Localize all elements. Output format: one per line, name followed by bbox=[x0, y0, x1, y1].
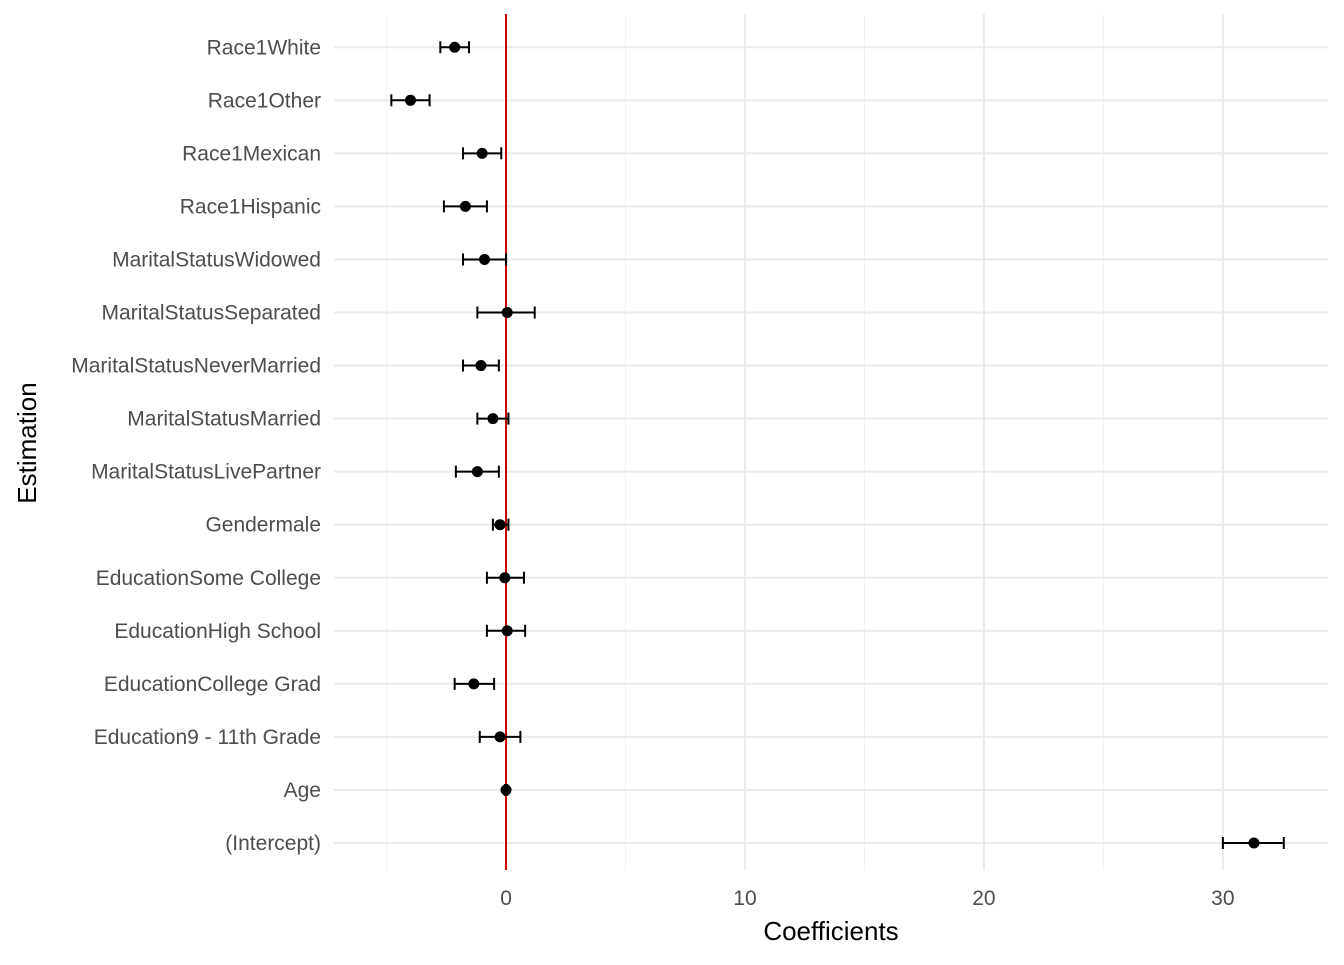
coefficient-row bbox=[462, 359, 500, 372]
x-tick-labels: 0 10 20 30 bbox=[500, 887, 1234, 910]
coefficient-row bbox=[485, 571, 525, 584]
grid-layer bbox=[334, 14, 1328, 870]
y-tick-label: MaritalStatusWidowed bbox=[112, 248, 321, 271]
estimate-point bbox=[1248, 837, 1260, 849]
estimate-point bbox=[459, 200, 471, 212]
coefficient-row bbox=[476, 412, 510, 425]
estimate-point bbox=[494, 519, 506, 531]
y-tick-label: EducationHigh School bbox=[114, 620, 321, 643]
y-tick-label: EducationCollege Grad bbox=[104, 673, 321, 696]
estimate-point bbox=[479, 253, 491, 265]
estimate-point bbox=[449, 41, 461, 53]
coefficient-row bbox=[462, 253, 508, 266]
y-tick-label: MaritalStatusNeverMarried bbox=[71, 355, 321, 378]
estimate-point bbox=[475, 360, 487, 372]
x-tick-label: 10 bbox=[733, 887, 756, 910]
coefficient-row bbox=[491, 518, 510, 531]
estimate-point bbox=[476, 147, 488, 159]
x-tick-label: 30 bbox=[1211, 887, 1234, 910]
x-axis-title: Coefficients bbox=[763, 916, 898, 946]
y-tick-labels: (Intercept) Age Education9 - 11th Grade Edu… bbox=[71, 36, 321, 855]
y-tick-label: (Intercept) bbox=[225, 832, 321, 855]
estimate-point bbox=[501, 307, 513, 318]
coefficient-row bbox=[478, 730, 522, 743]
y-tick-label: MaritalStatusMarried bbox=[127, 408, 321, 431]
y-tick-label: Race1White bbox=[207, 36, 321, 59]
estimate-point bbox=[404, 94, 416, 106]
coefficient-row bbox=[485, 624, 527, 637]
estimate-point bbox=[468, 678, 480, 690]
coefficient-row bbox=[390, 94, 431, 107]
y-tick-label: Education9 - 11th Grade bbox=[94, 726, 321, 749]
x-tick-label: 0 bbox=[500, 887, 512, 910]
y-tick-label: EducationSome College bbox=[96, 567, 321, 590]
y-axis-title: Estimation bbox=[12, 382, 42, 503]
estimate-point bbox=[499, 572, 511, 584]
estimate-point bbox=[471, 466, 483, 478]
y-tick-label: Race1Mexican bbox=[182, 142, 321, 165]
coefficient-row bbox=[442, 200, 488, 213]
estimate-point bbox=[487, 413, 499, 425]
coefficient-row bbox=[453, 677, 496, 690]
estimate-point bbox=[494, 731, 506, 743]
y-tick-label: Gendermale bbox=[205, 514, 321, 537]
estimate-point bbox=[500, 784, 512, 796]
y-tick-label: Race1Other bbox=[208, 89, 321, 112]
coefficient-row bbox=[454, 465, 500, 478]
y-tick-label: Race1Hispanic bbox=[180, 195, 321, 218]
coefficient-row bbox=[439, 41, 471, 54]
coefficient-row bbox=[462, 147, 503, 160]
coefficient-row bbox=[500, 783, 512, 796]
y-tick-label: MaritalStatusLivePartner bbox=[91, 461, 321, 484]
x-tick-label: 20 bbox=[972, 887, 995, 910]
estimate-point bbox=[501, 625, 513, 637]
y-tick-label: Age bbox=[284, 779, 321, 802]
coefficient-row bbox=[1221, 837, 1285, 849]
marks-layer bbox=[390, 41, 1285, 849]
coefficient-row bbox=[476, 306, 536, 319]
y-tick-label: MaritalStatusSeparated bbox=[102, 302, 321, 325]
